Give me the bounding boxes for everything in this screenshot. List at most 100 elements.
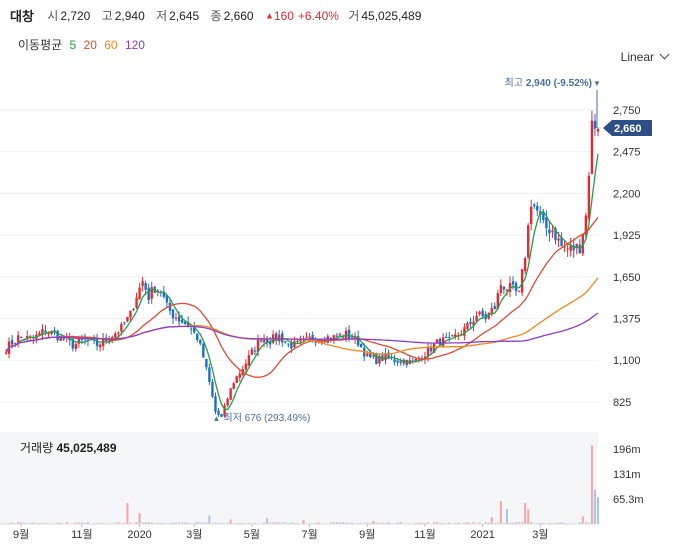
candle-body [536,205,539,211]
candle-body [114,333,117,338]
candle-body [265,338,269,343]
x-tick-label: 11월 [71,528,93,541]
volume-bar [86,522,89,524]
candle-body [80,338,84,340]
volume-bar [23,522,26,524]
ma-20[interactable]: 20 [83,38,97,52]
ma-60[interactable]: 60 [104,38,118,52]
volume-label: 거 [348,9,360,23]
y-tick-label: 2,200 [613,188,641,200]
volume-bar [329,522,332,524]
volume-bar [263,522,266,524]
candle-body [375,354,378,365]
volume-bar [448,522,451,524]
volume-bar [235,522,238,524]
candle-body [445,336,448,339]
candle-body [56,330,59,341]
volume-panel-value: 45,025,489 [56,441,117,455]
x-tick-label: 3월 [532,528,548,541]
volume-bar [83,522,86,524]
x-tick-label: 7월 [301,528,317,541]
volume-bar [484,522,487,524]
y-tick-label: 1,925 [613,230,641,242]
x-tick-label: 9월 [13,528,29,541]
volume-bar [396,522,399,524]
volume-bar [238,522,241,524]
volume-bar [511,522,514,524]
volume-bar [275,522,278,524]
x-tick-label: 9월 [359,528,375,541]
candle-body [308,336,311,338]
ma-120[interactable]: 120 [124,38,145,52]
volume-bar [381,522,384,524]
candle-body [74,343,78,350]
candle-body [478,311,481,315]
volume-bar [375,522,378,524]
candle-body [38,333,41,336]
volume-bar [226,522,229,524]
candle-body [290,343,293,349]
volume-bar [508,522,511,524]
volume-bar [487,522,490,524]
candle-body [526,225,530,258]
volume-bar [138,513,141,524]
candle-body [226,398,229,406]
candle-body [41,329,44,335]
volume-tick-label: 65.3m [613,494,644,506]
candle-body [47,332,50,334]
ma-5[interactable]: 5 [69,38,77,52]
volume-bar [32,522,35,524]
candle-body [111,337,114,340]
candle-body [13,342,17,344]
close-label: 종 [210,9,222,23]
candle-body [566,248,569,250]
candle-body [481,310,484,317]
candle-body [557,238,560,241]
volume-bar [253,522,256,524]
volume-bar [302,520,305,524]
candle-body [593,121,597,129]
volume-bar [17,522,20,524]
volume-bar [593,489,596,524]
volume-bar [499,501,502,524]
candle-body [369,353,372,358]
current-price-tag [603,120,652,136]
candle-body [199,339,202,344]
candle-body [44,330,47,333]
candle-body [141,281,144,286]
candle-body [448,336,451,338]
candle-body [274,333,278,341]
volume-tick-label: 196m [613,444,641,456]
y-tick-label: 2,750 [613,105,641,117]
candle-body [205,359,208,368]
volume-tick-label: 131m [613,469,641,481]
candle-body [117,332,120,334]
high-arrow-icon: ▼ [593,79,601,88]
scale-toggle-button[interactable]: Linear [621,49,670,64]
volume-bar [184,522,187,524]
candle-body [95,339,99,347]
volume-bar [178,522,181,524]
volume-bar [187,522,190,524]
candle-body [168,302,172,311]
volume-bar [11,522,14,524]
volume-bar [578,522,581,524]
candle-body [268,341,272,345]
candle-body [596,128,600,132]
candle-body [581,234,585,254]
candle-body [475,315,478,322]
volume-bar [530,522,533,524]
volume-bar [77,522,80,524]
volume-bar [378,522,381,524]
volume-bar [20,522,23,524]
volume-bar [278,522,281,524]
candle-body [196,333,199,340]
candle-body [50,330,53,334]
candle-body [180,319,184,323]
volume-bar [597,497,599,524]
volume-bar [387,522,390,524]
candle-body [332,335,336,341]
candle-body [454,334,457,337]
volume-bar [420,522,423,524]
